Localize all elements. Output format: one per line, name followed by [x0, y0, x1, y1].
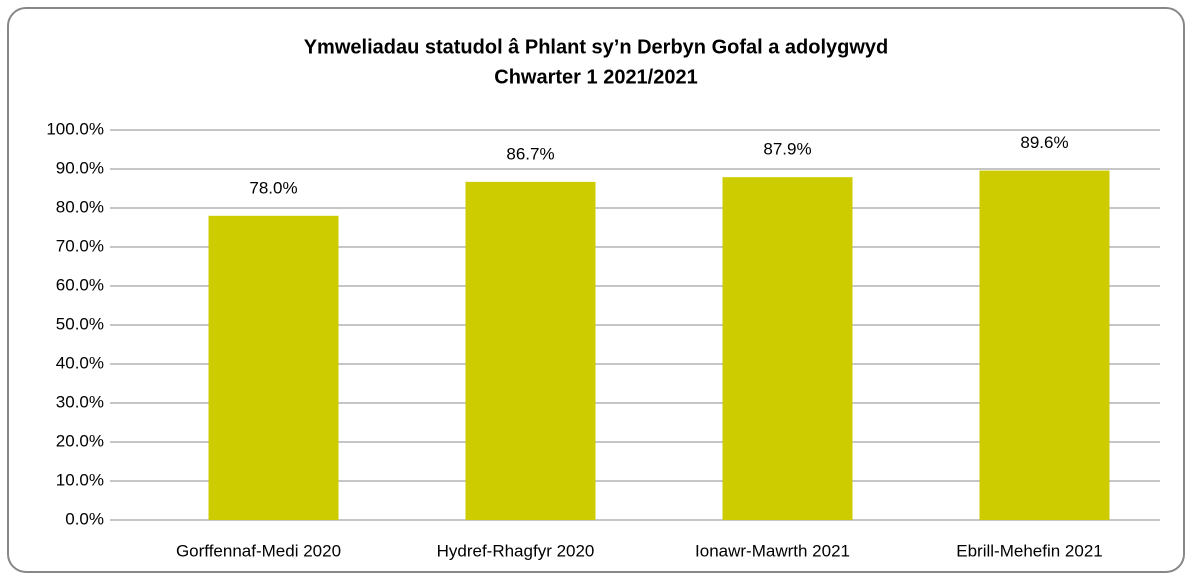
bar	[722, 177, 853, 520]
value-label: 89.6%	[1020, 133, 1068, 152]
value-label: 78.0%	[249, 178, 297, 197]
bar	[979, 170, 1110, 520]
x-tick-label: Hydref-Rhagfyr 2020	[437, 541, 595, 560]
y-tick-label: 40.0%	[56, 353, 104, 372]
value-label: 86.7%	[506, 144, 554, 163]
y-tick-label: 30.0%	[56, 392, 104, 411]
bar	[208, 215, 339, 521]
chart-title: Ymweliadau statudol â Phlant sy’n Derbyn…	[304, 36, 889, 58]
x-tick-label: Ebrill-Mehefin 2021	[956, 541, 1102, 560]
bar	[465, 181, 596, 520]
x-tick-label: Gorffennaf-Medi 2020	[176, 541, 341, 560]
y-tick-label: 20.0%	[56, 431, 104, 450]
y-tick-label: 0.0%	[65, 509, 104, 528]
chart-subtitle: Chwarter 1 2021/2021	[494, 66, 697, 88]
y-tick-label: 90.0%	[56, 158, 104, 177]
y-tick-label: 70.0%	[56, 236, 104, 255]
x-tick-label: Ionawr-Mawrth 2021	[695, 541, 850, 560]
y-tick-label: 80.0%	[56, 197, 104, 216]
y-tick-label: 10.0%	[56, 470, 104, 489]
y-tick-label: 60.0%	[56, 275, 104, 294]
y-tick-label: 50.0%	[56, 314, 104, 333]
value-label: 87.9%	[763, 140, 811, 159]
y-tick-label: 100.0%	[46, 119, 104, 138]
